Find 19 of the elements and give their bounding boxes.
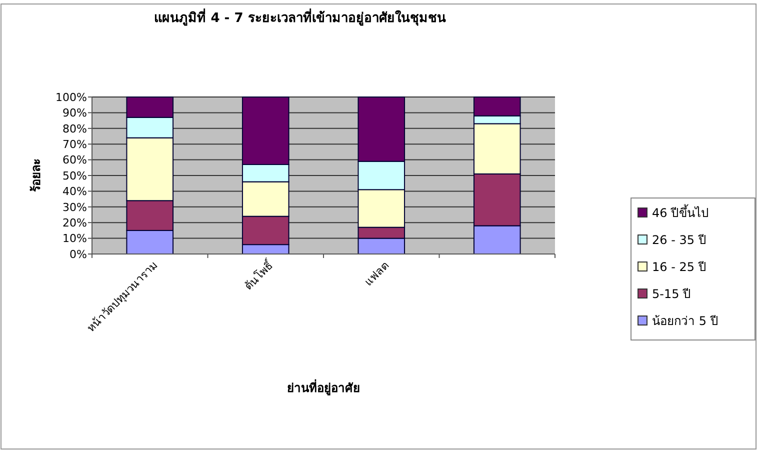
y-tick-label: 20% bbox=[62, 216, 87, 230]
legend-label: 16 - 25 ปี bbox=[652, 260, 706, 274]
y-tick-label: 10% bbox=[62, 232, 87, 246]
chart-title: แผนภูมิที่ 4 - 7 ระยะเวลาที่เข้ามาอยู่อาศัยในชุมชน bbox=[154, 8, 446, 26]
legend-label: 5-15 ปี bbox=[652, 287, 692, 302]
legend-label: 46 ปีขึ้นไป bbox=[652, 204, 710, 220]
y-axis-title: ร้อยละ bbox=[29, 159, 43, 192]
y-tick-label: 70% bbox=[62, 138, 87, 151]
legend-label: น้อยกว่า 5 ปี bbox=[652, 314, 718, 328]
x-axis-title: ย่านที่อยู่อาศัย bbox=[287, 379, 360, 396]
y-tick-label: 0% bbox=[70, 248, 87, 261]
legend-label: 26 - 35 ปี bbox=[652, 233, 706, 248]
y-tick-label: 60% bbox=[62, 154, 87, 167]
y-tick-label: 80% bbox=[62, 122, 87, 136]
y-tick-label: 100% bbox=[56, 90, 87, 104]
y-tick-label: 90% bbox=[62, 106, 87, 120]
y-tick-label: 40% bbox=[62, 185, 87, 198]
y-tick-label: 50% bbox=[62, 169, 87, 182]
y-tick-label: 30% bbox=[62, 200, 87, 214]
